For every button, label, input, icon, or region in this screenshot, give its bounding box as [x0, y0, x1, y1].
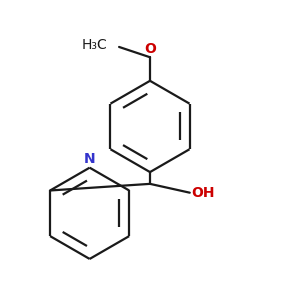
Text: OH: OH [191, 186, 215, 200]
Text: N: N [84, 152, 95, 166]
Text: H₃C: H₃C [82, 38, 107, 52]
Text: O: O [144, 42, 156, 56]
